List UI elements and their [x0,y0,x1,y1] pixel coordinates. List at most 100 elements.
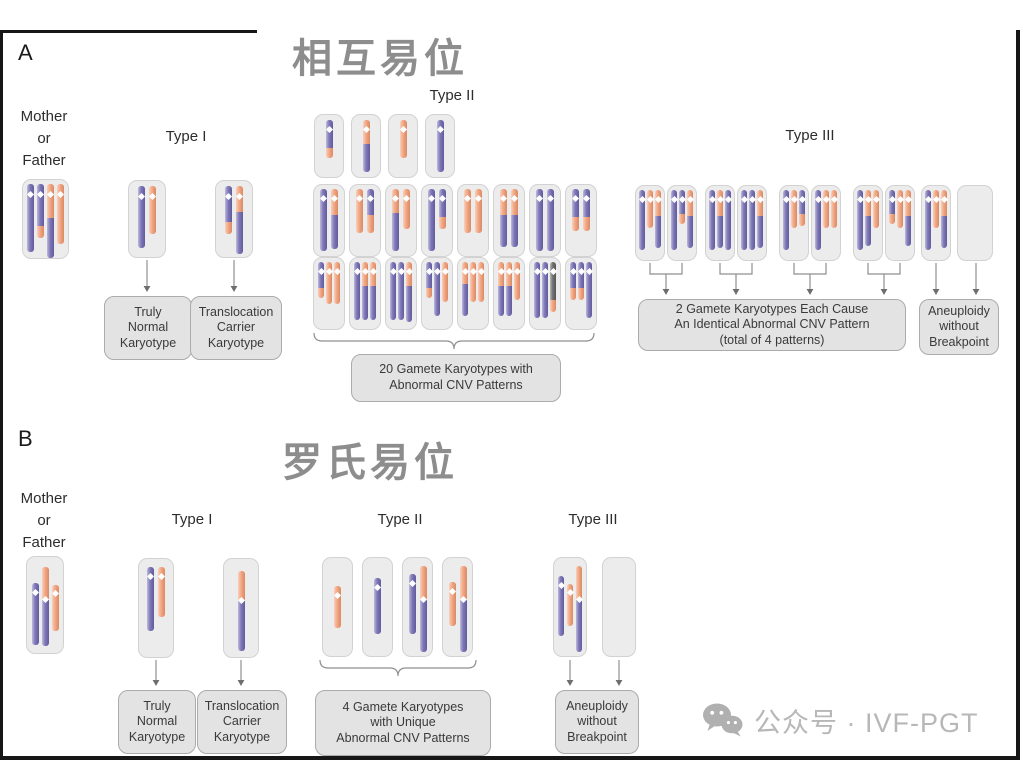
chromosome [397,262,405,329]
wechat-icon [702,702,744,738]
chromosome [330,189,339,256]
chromosome [333,262,341,329]
chromosome-segment [464,189,471,233]
chromosome-segment [941,216,947,248]
chromosome-segment [158,567,165,617]
frame-left-line [0,30,3,760]
karyotype-box [138,558,174,658]
chromosome [441,262,449,329]
chromosome [798,190,806,260]
karyotype-box [22,179,69,259]
chromosome-segment [370,286,376,320]
chromosome-segment [572,217,579,231]
chromosome [333,586,342,656]
panel-a-title: 相互易位 [292,37,468,81]
chromosome [646,190,654,260]
panel-b-type2-label: Type II [377,511,423,528]
chromosome-segment [578,262,584,288]
chromosome-segment [237,601,245,651]
chromosome [224,186,233,257]
chromosome [408,574,416,656]
chromosome-segment [933,190,939,228]
chromosome-segment [325,148,333,158]
frame-right-line [1016,30,1020,760]
chromosome-segment [925,190,931,250]
chromosome-segment [41,567,49,600]
panel-b-type3-label: Type III [568,511,618,528]
chromosome [237,571,245,657]
chromosome [724,190,732,260]
chromosome [510,189,519,256]
chromosome-segment [225,186,232,222]
chromosome-segment [47,184,54,218]
karyotype-box [349,257,381,330]
chromosome-segment [138,186,145,248]
chromosome-segment [941,190,947,216]
chromosome-segment [799,214,805,226]
chromosome [896,190,904,260]
chromosome-segment [570,262,576,288]
chromosome-segment [236,212,243,254]
chromosome-segment [428,189,435,251]
chromosome-segment [558,576,564,636]
karyotype-box [223,558,259,658]
chromosome [474,189,483,256]
chromosome [36,184,45,258]
karyotype-box [421,184,453,257]
chromosome [533,262,541,329]
chromosome-segment [897,190,903,228]
chromosome-segment [576,600,582,652]
karyotype-box [26,556,64,654]
panel-b-carrier-box: Translocation Carrier Karyotype [197,690,287,754]
chromosome-segment [419,600,427,652]
chromosome-segment [459,566,467,600]
chromosome-segment [237,571,245,601]
chromosome-segment [149,186,156,234]
chromosome-segment [749,190,755,250]
chromosome-segment [356,189,363,233]
karyotype-box [565,184,597,257]
karyotype-box [493,184,525,257]
chromosome-segment [783,190,789,250]
karyotype-box [351,114,381,178]
chromosome [448,582,456,656]
chromosome-segment [639,190,645,250]
watermark-text: 公众号 · IVF-PGT [754,707,979,738]
karyotype-box [313,257,345,330]
chromosome [577,262,585,329]
chromosome [932,190,940,260]
karyotype-box [313,184,345,257]
chromosome [505,262,513,329]
chromosome [438,189,447,256]
panel-a-letter: A [18,40,33,65]
chromosome [405,262,413,329]
chromosome [569,262,577,329]
chromosome-segment [687,190,693,216]
chromosome [678,190,686,260]
chromosome [856,190,864,260]
chromosome-segment [717,190,723,216]
chromosome-segment [725,190,731,250]
frame-top-line [0,30,257,33]
chromosome [148,186,157,257]
chromosome [391,189,400,256]
chromosome [419,566,427,656]
chromosome-segment [51,585,59,631]
karyotype-box [635,185,665,261]
chromosome-segment [655,216,661,248]
chromosome-segment [534,262,540,318]
panel-b-parent-label: Mother or Father [20,490,68,551]
chromosome [402,189,411,256]
chromosome-segment [500,215,507,247]
chromosome [535,189,544,256]
chromosome-segment [318,262,324,288]
panel-b-letter: B [18,426,33,451]
chromosome-segment [583,189,590,217]
chromosome [459,566,467,656]
chromosome [235,186,244,257]
chromosome-segment [498,286,504,316]
chromosome-segment [398,262,404,320]
chromosome [137,186,146,257]
karyotype-box [493,257,525,330]
karyotype-box [385,257,417,330]
